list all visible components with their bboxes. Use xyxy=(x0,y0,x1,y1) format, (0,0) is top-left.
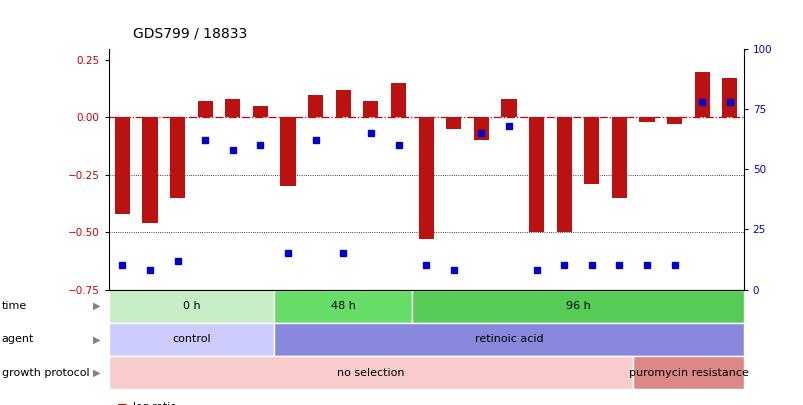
Bar xyxy=(108,290,274,323)
Text: puromycin resistance: puromycin resistance xyxy=(628,368,748,377)
Bar xyxy=(336,90,350,117)
Bar xyxy=(412,290,743,323)
Bar xyxy=(528,117,544,232)
Bar xyxy=(142,117,157,223)
Bar xyxy=(108,323,274,356)
Bar xyxy=(721,79,736,117)
Bar xyxy=(473,117,488,141)
Bar xyxy=(115,117,130,214)
Bar xyxy=(274,290,412,323)
Bar xyxy=(274,323,743,356)
Text: ▶: ▶ xyxy=(93,301,100,311)
Bar xyxy=(501,99,516,117)
Text: time: time xyxy=(2,301,26,311)
Text: no selection: no selection xyxy=(336,368,404,377)
Text: 0 h: 0 h xyxy=(182,301,200,311)
Text: retinoic acid: retinoic acid xyxy=(474,335,543,344)
Bar xyxy=(308,94,323,117)
Bar xyxy=(225,99,240,117)
Bar xyxy=(584,117,599,184)
Bar xyxy=(390,83,406,117)
Bar xyxy=(252,106,267,117)
Bar xyxy=(694,72,709,117)
Text: control: control xyxy=(172,335,210,344)
Text: ▶: ▶ xyxy=(93,368,100,377)
Bar xyxy=(169,117,185,198)
Bar xyxy=(556,117,571,232)
Bar xyxy=(638,117,654,122)
Bar xyxy=(666,117,682,124)
Text: ▶: ▶ xyxy=(93,335,100,344)
Bar xyxy=(611,117,626,198)
Text: 96 h: 96 h xyxy=(565,301,589,311)
Bar xyxy=(280,117,296,186)
Text: agent: agent xyxy=(2,335,34,344)
Text: growth protocol: growth protocol xyxy=(2,368,89,377)
Bar xyxy=(198,101,213,117)
Bar xyxy=(363,101,378,117)
Bar xyxy=(108,356,633,389)
Bar xyxy=(446,117,461,129)
Text: log ratio: log ratio xyxy=(132,403,176,405)
Text: ■: ■ xyxy=(116,403,127,405)
Text: GDS799 / 18833: GDS799 / 18833 xyxy=(132,26,247,40)
Bar xyxy=(418,117,433,239)
Bar xyxy=(633,356,743,389)
Text: 48 h: 48 h xyxy=(330,301,355,311)
